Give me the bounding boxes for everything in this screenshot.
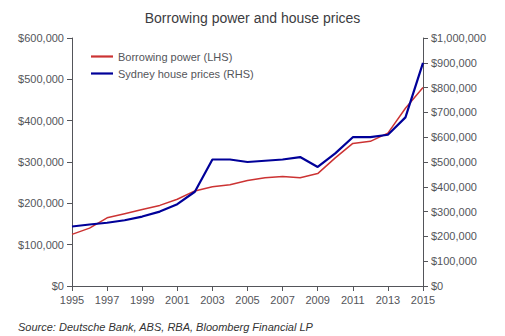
svg-text:2009: 2009 <box>305 294 329 306</box>
svg-text:$400,000: $400,000 <box>431 181 477 193</box>
svg-text:$300,000: $300,000 <box>18 156 64 168</box>
svg-text:$600,000: $600,000 <box>431 131 477 143</box>
svg-text:Sydney house prices (RHS): Sydney house prices (RHS) <box>118 68 254 80</box>
svg-text:$1,000,000: $1,000,000 <box>431 32 486 44</box>
svg-text:$600,000: $600,000 <box>18 32 64 44</box>
svg-text:$0: $0 <box>431 280 443 292</box>
svg-text:$100,000: $100,000 <box>18 239 64 251</box>
svg-text:1997: 1997 <box>95 294 119 306</box>
svg-text:$900,000: $900,000 <box>431 57 477 69</box>
svg-text:$200,000: $200,000 <box>431 230 477 242</box>
svg-text:Source: Deutsche Bank, ABS, RB: Source: Deutsche Bank, ABS, RBA, Bloombe… <box>18 321 314 333</box>
svg-text:$200,000: $200,000 <box>18 197 64 209</box>
svg-text:$500,000: $500,000 <box>18 73 64 85</box>
svg-text:2007: 2007 <box>270 294 294 306</box>
svg-text:2005: 2005 <box>235 294 259 306</box>
svg-text:1995: 1995 <box>60 294 84 306</box>
svg-text:$0: $0 <box>52 280 64 292</box>
svg-text:Borrowing power and house pric: Borrowing power and house prices <box>145 10 361 26</box>
svg-text:$500,000: $500,000 <box>431 156 477 168</box>
svg-text:Borrowing power (LHS): Borrowing power (LHS) <box>118 51 232 63</box>
svg-text:2001: 2001 <box>165 294 189 306</box>
svg-text:1999: 1999 <box>130 294 154 306</box>
svg-text:$300,000: $300,000 <box>431 206 477 218</box>
svg-text:$800,000: $800,000 <box>431 82 477 94</box>
svg-text:$700,000: $700,000 <box>431 106 477 118</box>
svg-text:2013: 2013 <box>376 294 400 306</box>
svg-text:2003: 2003 <box>200 294 224 306</box>
svg-text:2015: 2015 <box>411 294 435 306</box>
svg-text:$100,000: $100,000 <box>431 255 477 267</box>
svg-text:$400,000: $400,000 <box>18 115 64 127</box>
svg-text:2011: 2011 <box>341 294 365 306</box>
